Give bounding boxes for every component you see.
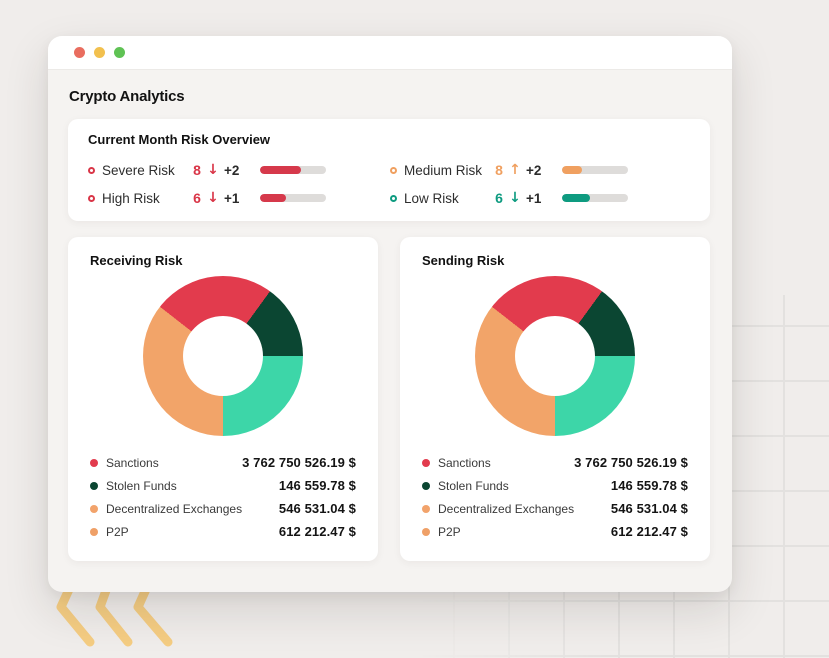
metric-value: 8 bbox=[495, 162, 503, 178]
legend-label: P2P bbox=[438, 524, 461, 539]
sanctions-dot-icon bbox=[422, 458, 430, 467]
p2p-dot-icon bbox=[422, 527, 430, 536]
legend-value: 546 531.04 $ bbox=[278, 501, 356, 516]
p2p-dot-icon bbox=[90, 527, 98, 536]
window-titlebar bbox=[48, 36, 732, 70]
legend-item-decentralized-exchanges: Decentralized Exchanges 546 531.04 $ bbox=[422, 497, 688, 520]
legend-item-stolen-funds: Stolen Funds 146 559.78 $ bbox=[422, 474, 688, 497]
metric-label: Medium Risk bbox=[404, 162, 483, 178]
legend-label: Sanctions bbox=[438, 455, 491, 470]
sending-risk-donut-chart bbox=[475, 276, 635, 436]
metric-low-risk: Low Risk 6 ↓ +1 bbox=[390, 184, 690, 212]
legend-label: P2P bbox=[106, 524, 129, 539]
donut-chart-wrapper bbox=[90, 276, 356, 436]
stolen-funds-dot-icon bbox=[422, 481, 430, 490]
chart-legend: Sanctions 3 762 750 526.19 $ Stolen Fund… bbox=[422, 451, 688, 543]
donut-chart-wrapper bbox=[422, 276, 688, 436]
metric-value: 8 bbox=[193, 162, 201, 178]
page-title: Crypto Analytics bbox=[69, 88, 185, 105]
legend-label: Sanctions bbox=[106, 455, 159, 470]
trend-down-icon: ↓ bbox=[207, 162, 219, 178]
metric-value: 6 bbox=[193, 190, 201, 206]
metric-delta: +2 bbox=[526, 162, 542, 178]
charts-row: Receiving Risk Sanctions 3 762 750 526.1… bbox=[68, 237, 710, 561]
metric-delta: +1 bbox=[224, 190, 240, 206]
metric-delta: +2 bbox=[224, 162, 240, 178]
legend-value: 3 762 750 526.19 $ bbox=[242, 455, 356, 470]
minimize-window-button[interactable] bbox=[94, 47, 105, 58]
legend-label: Decentralized Exchanges bbox=[438, 501, 575, 516]
legend-item-p2p: P2P 612 212.47 $ bbox=[422, 520, 688, 543]
decorative-chevrons bbox=[56, 580, 173, 647]
legend-item-sanctions: Sanctions 3 762 750 526.19 $ bbox=[422, 451, 688, 474]
sending-risk-card: Sending Risk Sanctions 3 762 750 526.19 … bbox=[400, 237, 710, 561]
legend-item-stolen-funds: Stolen Funds 146 559.78 $ bbox=[90, 474, 356, 497]
receiving-risk-donut-chart bbox=[143, 276, 303, 436]
risk-overview-card: Current Month Risk Overview Severe Risk … bbox=[68, 119, 710, 221]
metric-label: Low Risk bbox=[404, 190, 459, 206]
legend-value: 146 559.78 $ bbox=[278, 478, 356, 493]
legend-item-sanctions: Sanctions 3 762 750 526.19 $ bbox=[90, 451, 356, 474]
legend-item-p2p: P2P 612 212.47 $ bbox=[90, 520, 356, 543]
metric-value: 6 bbox=[495, 190, 503, 206]
legend-label: Stolen Funds bbox=[438, 478, 509, 493]
metric-progress-bar bbox=[562, 194, 628, 202]
sending-risk-title: Sending Risk bbox=[422, 253, 505, 268]
legend-item-decentralized-exchanges: Decentralized Exchanges 546 531.04 $ bbox=[90, 497, 356, 520]
metric-label: Severe Risk bbox=[102, 162, 175, 178]
legend-label: Decentralized Exchanges bbox=[106, 501, 243, 516]
trend-down-icon: ↓ bbox=[509, 190, 521, 206]
sanctions-dot-icon bbox=[90, 458, 98, 467]
high-risk-bullet-icon bbox=[88, 194, 95, 202]
legend-value: 612 212.47 $ bbox=[278, 524, 356, 539]
metric-medium-risk: Medium Risk 8 ↑ +2 bbox=[390, 156, 690, 184]
legend-value: 146 559.78 $ bbox=[610, 478, 688, 493]
trend-up-icon: ↑ bbox=[509, 162, 521, 178]
close-window-button[interactable] bbox=[74, 47, 85, 58]
metric-progress-bar bbox=[260, 166, 326, 174]
zoom-window-button[interactable] bbox=[114, 47, 125, 58]
medium-risk-bullet-icon bbox=[390, 166, 397, 174]
trend-down-icon: ↓ bbox=[207, 190, 219, 206]
metric-label: High Risk bbox=[102, 190, 160, 206]
metric-progress-bar bbox=[562, 166, 628, 174]
receiving-risk-card: Receiving Risk Sanctions 3 762 750 526.1… bbox=[68, 237, 378, 561]
metric-delta: +1 bbox=[526, 190, 542, 206]
legend-value: 546 531.04 $ bbox=[610, 501, 688, 516]
stolen-funds-dot-icon bbox=[90, 481, 98, 490]
low-risk-bullet-icon bbox=[390, 194, 397, 202]
receiving-risk-title: Receiving Risk bbox=[90, 253, 183, 268]
metric-high-risk: High Risk 6 ↓ +1 bbox=[88, 184, 390, 212]
risk-overview-title: Current Month Risk Overview bbox=[88, 132, 271, 147]
metric-progress-bar bbox=[260, 194, 326, 202]
decentralized-exchanges-dot-icon bbox=[90, 504, 98, 513]
decentralized-exchanges-dot-icon bbox=[422, 504, 430, 513]
risk-metric-grid: Severe Risk 8 ↓ +2 Medium Risk 8 ↑ +2 Hi… bbox=[88, 156, 690, 212]
legend-value: 3 762 750 526.19 $ bbox=[574, 455, 688, 470]
chart-legend: Sanctions 3 762 750 526.19 $ Stolen Fund… bbox=[90, 451, 356, 543]
severe-risk-bullet-icon bbox=[88, 166, 95, 174]
legend-value: 612 212.47 $ bbox=[610, 524, 688, 539]
metric-severe-risk: Severe Risk 8 ↓ +2 bbox=[88, 156, 390, 184]
app-window: Crypto Analytics Current Month Risk Over… bbox=[48, 36, 732, 592]
legend-label: Stolen Funds bbox=[106, 478, 177, 493]
